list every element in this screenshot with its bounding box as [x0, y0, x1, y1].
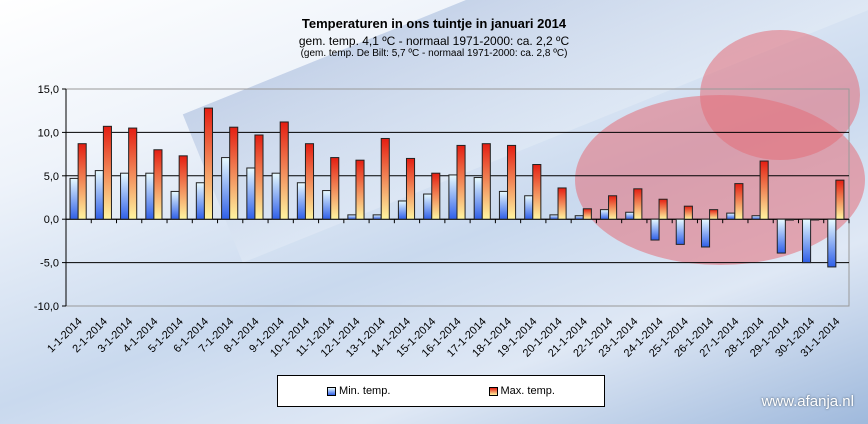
legend-swatch-max — [488, 386, 498, 396]
bar-min — [549, 214, 559, 220]
legend: Min. temp. Max. temp. — [277, 375, 605, 407]
y-tick-label: 15,0 — [38, 84, 59, 96]
bar-min — [170, 190, 180, 220]
bar-max — [481, 143, 491, 220]
bar-min — [397, 200, 407, 220]
chart-subtitle: gem. temp. 4,1 ºC - normaal 1971-2000: c… — [298, 34, 570, 48]
bar-min — [675, 218, 685, 245]
bar-min — [94, 170, 104, 220]
legend-item-min: Min. temp. — [327, 385, 390, 397]
bar-min — [827, 218, 837, 268]
background-heart-top — [700, 30, 860, 160]
bar-min — [650, 218, 660, 241]
bar-max — [557, 187, 567, 220]
bar-min — [751, 215, 761, 220]
bar-max — [405, 157, 416, 220]
bar-max — [229, 126, 239, 220]
y-tick-label: -5,0 — [40, 258, 59, 270]
bar-min — [221, 157, 231, 220]
bar-max — [178, 155, 188, 220]
bar-min — [145, 172, 155, 220]
bar-min — [296, 182, 306, 220]
y-tick-label: -10,0 — [34, 301, 59, 313]
bar-max — [759, 160, 769, 220]
bar-min — [120, 172, 130, 220]
bar-min — [423, 193, 433, 220]
bar-min — [322, 190, 332, 220]
bar-max — [456, 144, 466, 220]
bar-min — [372, 214, 382, 220]
bar-min — [726, 212, 736, 220]
bar-max — [254, 134, 264, 220]
bar-min — [246, 167, 256, 220]
bar-max — [709, 209, 719, 220]
bar-max — [153, 149, 163, 220]
legend-label-max: Max. temp. — [500, 385, 555, 397]
legend-label-min: Min. temp. — [339, 385, 391, 397]
bar-max — [102, 125, 112, 220]
legend-item-max: Max. temp. — [488, 385, 555, 397]
bar-min — [776, 218, 786, 254]
y-tick-label: 10,0 — [38, 127, 59, 139]
bar-min — [599, 209, 610, 220]
bar-max — [608, 195, 618, 220]
bar-min — [802, 218, 812, 264]
bar-max — [810, 218, 820, 221]
bar-max — [784, 218, 794, 221]
bar-max — [203, 107, 213, 220]
bar-max — [304, 143, 315, 220]
bar-min — [69, 177, 79, 220]
bar-max — [835, 179, 845, 220]
watermark: www.afanja.nl — [761, 393, 854, 410]
bar-max — [532, 164, 542, 220]
bar-max — [77, 143, 87, 220]
bar-max — [279, 121, 289, 220]
bar-min — [574, 215, 584, 220]
bar-max — [582, 208, 592, 220]
bar-max — [507, 144, 517, 220]
bar-min — [271, 172, 281, 220]
bar-max — [734, 183, 744, 220]
bar-max — [633, 188, 643, 220]
bar-max — [380, 137, 390, 220]
bar-min — [195, 182, 205, 220]
legend-swatch-min — [327, 386, 337, 396]
bar-min — [473, 177, 483, 220]
bar-min — [498, 190, 509, 220]
y-tick-label: 5,0 — [44, 171, 59, 183]
bar-max — [658, 198, 668, 220]
bar-max — [128, 127, 138, 220]
y-tick-label: 0,0 — [44, 214, 59, 226]
bar-max — [683, 205, 693, 220]
bar-min — [625, 211, 635, 220]
bar-min — [347, 214, 357, 220]
bar-max — [431, 172, 441, 220]
bar-max — [355, 159, 365, 220]
bar-min — [700, 218, 711, 248]
bar-min — [448, 174, 458, 220]
chart-title: Temperaturen in ons tuintje in januari 2… — [301, 16, 567, 31]
bar-min — [524, 195, 534, 220]
chart-subtitle-2: (gem. temp. De Bilt: 5,7 ºC - normaal 19… — [300, 48, 568, 59]
bar-max — [330, 157, 340, 220]
